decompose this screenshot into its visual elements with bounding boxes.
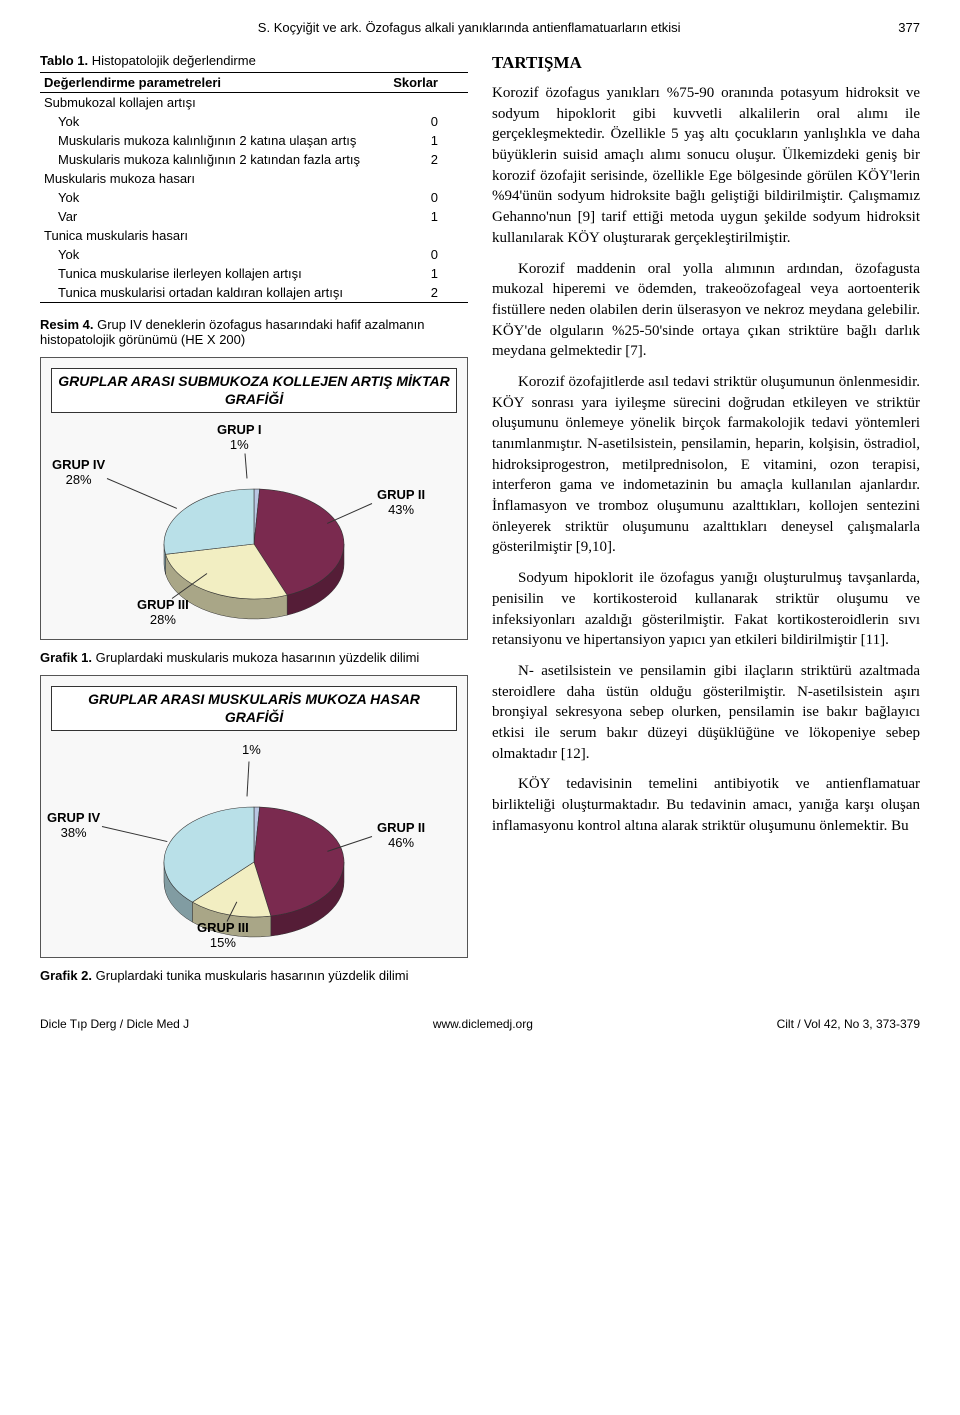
discussion-paragraph: Sodyum hipoklorit ile özofagus yanığı ol…	[492, 568, 920, 651]
discussion-paragraph: Korozif özofagus yanıkları %75-90 oranın…	[492, 83, 920, 249]
pie-svg	[54, 752, 454, 962]
pie-label: GRUP III15%	[197, 921, 249, 951]
table1-caption-bold: Tablo 1.	[40, 53, 88, 68]
chart1-caption: Grafik 1. Gruplardaki muskularis mukoza …	[40, 650, 468, 665]
discussion-paragraph: Korozif maddenin oral yolla alımının ard…	[492, 259, 920, 362]
table1-cell-score: 2	[384, 150, 468, 169]
table1-cell-label: Tunica muskularisi ortadan kaldıran koll…	[40, 283, 384, 303]
table1-cell-label: Muskularis mukoza kalınlığının 2 katına …	[40, 131, 384, 150]
resim4-bold: Resim 4.	[40, 317, 93, 332]
pie-label: GRUP I1%	[217, 423, 262, 453]
table1-cell-label: Tunica muskularis hasarı	[40, 226, 384, 245]
table1-cell-label: Var	[40, 207, 384, 226]
table1-cell-score: 1	[384, 264, 468, 283]
footer-right: Cilt / Vol 42, No 3, 373-379	[777, 1017, 920, 1031]
chart2-caption-rest: Gruplardaki tunika muskularis hasarının …	[92, 968, 408, 983]
table1-cell-score: 1	[384, 131, 468, 150]
chart1-pie-area: GRUP I1% GRUP II43% GRUP III28% GRUP IV28%	[47, 423, 461, 633]
table1-col-param: Değerlendirme parametreleri	[40, 73, 384, 93]
resim4-rest: Grup IV deneklerin özofagus hasarındaki …	[40, 317, 424, 347]
chart2: GRUPLAR ARASI MUSKULARİS MUKOZA HASAR GR…	[40, 675, 468, 958]
chart1: GRUPLAR ARASI SUBMUKOZA KOLLEJEN ARTIŞ M…	[40, 357, 468, 640]
table1-cell-score	[384, 93, 468, 113]
header-text: S. Koçyiğit ve ark. Özofagus alkali yanı…	[258, 20, 681, 35]
chart2-caption-bold: Grafik 2.	[40, 968, 92, 983]
table1-cell-score: 0	[384, 112, 468, 131]
table1-cell-score: 2	[384, 283, 468, 303]
running-header: S. Koçyiğit ve ark. Özofagus alkali yanı…	[40, 20, 920, 35]
table1-cell-label: Yok	[40, 188, 384, 207]
pie-label: GRUP II43%	[377, 488, 425, 518]
discussion-paragraph: KÖY tedavisinin temelini antibiyotik ve …	[492, 774, 920, 836]
footer-left: Dicle Tıp Derg / Dicle Med J	[40, 1017, 189, 1031]
table1-cell-label: Muskularis mukoza hasarı	[40, 169, 384, 188]
table1-caption: Tablo 1. Histopatolojik değerlendirme	[40, 53, 468, 68]
chart1-title: GRUPLAR ARASI SUBMUKOZA KOLLEJEN ARTIŞ M…	[51, 368, 457, 413]
table1-cell-score	[384, 226, 468, 245]
chart2-title: GRUPLAR ARASI MUSKULARİS MUKOZA HASAR GR…	[51, 686, 457, 731]
table1-cell-label: Submukozal kollajen artışı	[40, 93, 384, 113]
page-number: 377	[898, 20, 920, 35]
chart2-pie-area: 1% GRUP II46% GRUP III15% GRUP IV38%	[47, 741, 461, 951]
pie-label: GRUP III28%	[137, 598, 189, 628]
table1-cell-score: 1	[384, 207, 468, 226]
table1: Değerlendirme parametreleri Skorlar Subm…	[40, 72, 468, 303]
table1-cell-label: Muskularis mukoza kalınlığının 2 katında…	[40, 150, 384, 169]
table1-cell-score	[384, 169, 468, 188]
table1-cell-label: Yok	[40, 245, 384, 264]
resim4-caption: Resim 4. Grup IV deneklerin özofagus has…	[40, 317, 468, 347]
discussion-title: TARTIŞMA	[492, 53, 920, 73]
chart1-caption-bold: Grafik 1.	[40, 650, 92, 665]
table1-cell-label: Tunica muskularise ilerleyen kollajen ar…	[40, 264, 384, 283]
chart2-caption: Grafik 2. Gruplardaki tunika muskularis …	[40, 968, 468, 983]
pie-svg	[54, 434, 454, 644]
footer-center: www.diclemedj.org	[433, 1017, 533, 1031]
chart1-caption-rest: Gruplardaki muskularis mukoza hasarının …	[92, 650, 419, 665]
table1-cell-score: 0	[384, 245, 468, 264]
pie-label: GRUP II46%	[377, 821, 425, 851]
table1-col-score: Skorlar	[384, 73, 468, 93]
page-footer: Dicle Tıp Derg / Dicle Med J www.dicleme…	[40, 1013, 920, 1031]
table1-cell-score: 0	[384, 188, 468, 207]
pie-label: 1%	[242, 743, 261, 758]
discussion-paragraph: Korozif özofajitlerde asıl tedavi strikt…	[492, 372, 920, 558]
pie-label: GRUP IV38%	[47, 811, 100, 841]
table1-caption-rest: Histopatolojik değerlendirme	[88, 53, 256, 68]
discussion-paragraph: N- asetilsistein ve pensilamin gibi ilaç…	[492, 661, 920, 764]
pie-label: GRUP IV28%	[52, 458, 105, 488]
table1-cell-label: Yok	[40, 112, 384, 131]
